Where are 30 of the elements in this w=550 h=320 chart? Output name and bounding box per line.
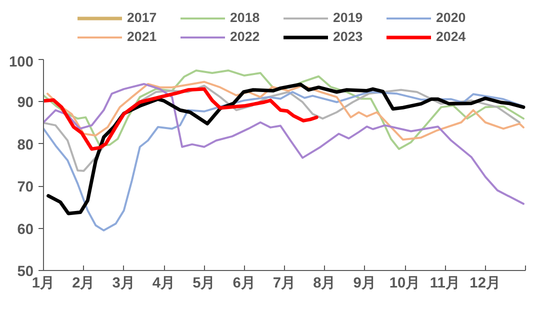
legend-label: 2022 xyxy=(230,29,261,44)
x-tick-label: 10月 xyxy=(389,276,421,292)
x-tick-label: 5月 xyxy=(192,276,216,292)
y-tick-label: 100 xyxy=(9,54,34,70)
legend-label: 2020 xyxy=(436,10,467,25)
line-series xyxy=(46,80,524,141)
x-tick-label: 3月 xyxy=(112,276,136,292)
x-tick-label: 12月 xyxy=(470,276,501,292)
y-tick-label: 80 xyxy=(17,137,34,154)
y-tick-label: 70 xyxy=(17,180,34,196)
x-tick-label: 11月 xyxy=(430,276,460,292)
x-tick-label: 4月 xyxy=(152,276,176,292)
y-tick-label: 60 xyxy=(17,222,34,238)
legend-label: 2018 xyxy=(230,10,261,25)
x-tick-label: 8月 xyxy=(313,276,336,292)
x-tick-label: 1月 xyxy=(32,276,56,292)
legend-label: 2024 xyxy=(436,29,467,44)
x-tick-label: 9月 xyxy=(353,276,376,292)
x-tick-label: 7月 xyxy=(272,276,296,292)
y-tick-label: 50 xyxy=(17,264,34,280)
x-tick-label: 2月 xyxy=(72,276,96,292)
legend-label: 2021 xyxy=(127,29,158,44)
line-series xyxy=(44,87,318,151)
line-series xyxy=(44,90,524,232)
legend-label: 2017 xyxy=(127,10,158,25)
line-series xyxy=(44,69,524,150)
y-tick-label: 90 xyxy=(17,95,34,112)
x-tick-label: 6月 xyxy=(232,276,256,292)
legend-label: 2023 xyxy=(333,29,364,44)
legend-label: 2019 xyxy=(333,10,364,25)
